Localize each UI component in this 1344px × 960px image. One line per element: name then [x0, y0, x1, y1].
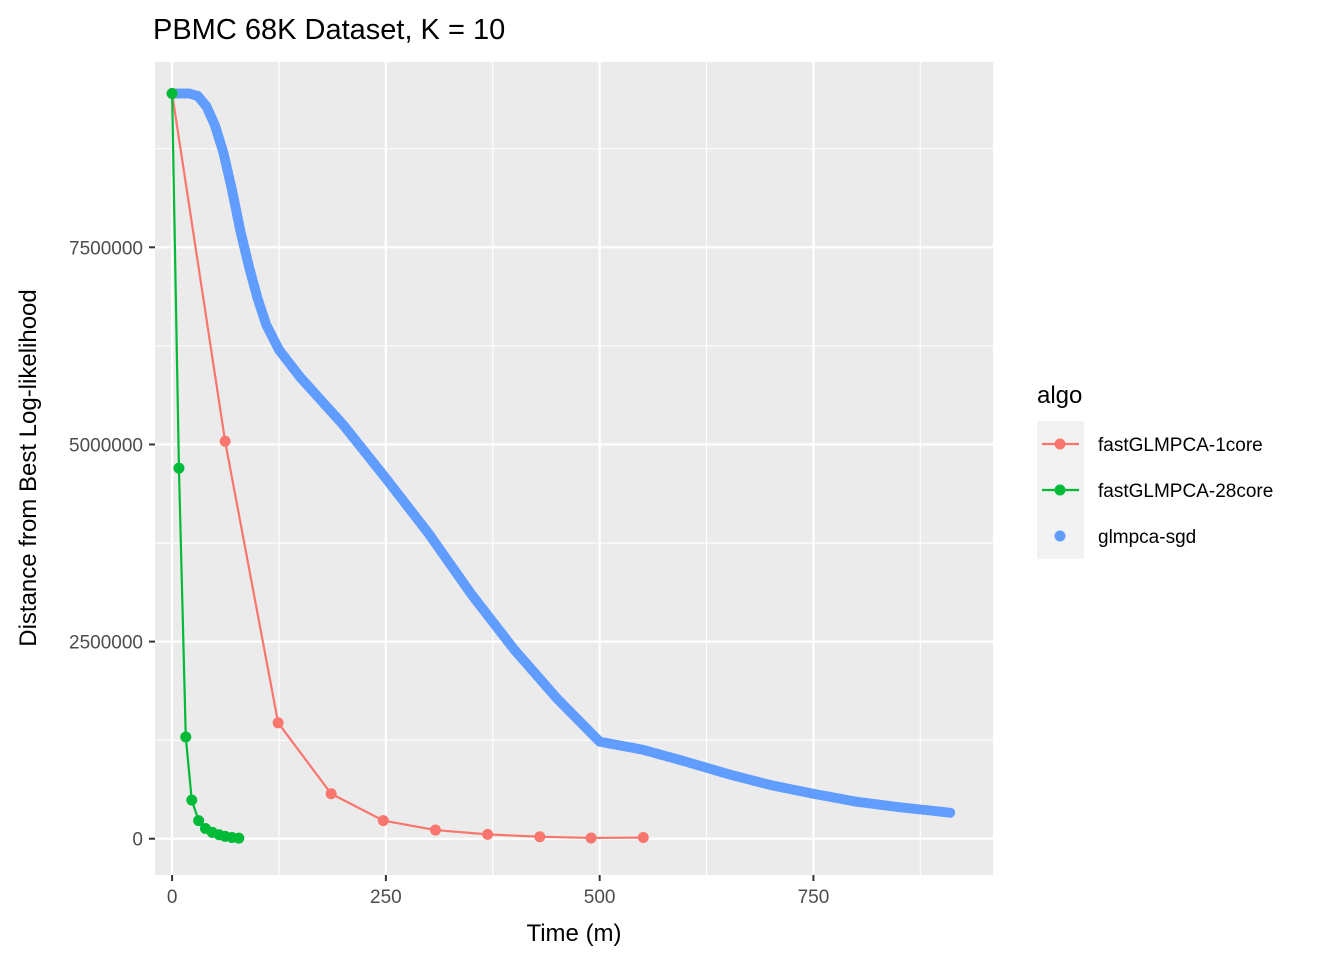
glmpca-sgd-point-528	[945, 807, 956, 818]
legend-key-point-0	[1054, 438, 1066, 450]
fastGLMPCA-28core-point-2	[180, 731, 192, 743]
fastGLMPCA-28core-point-3	[186, 794, 198, 806]
x-tick-label-0: 0	[167, 887, 178, 908]
legend: algo fastGLMPCA-1core fastGLMPCA-28core gl…	[1037, 382, 1273, 559]
fastGLMPCA-28core-point-4	[193, 815, 205, 827]
y-axis-title: Distance from Best Log-likelihood	[15, 289, 42, 647]
y-tick-label-2: 5000000	[69, 435, 143, 456]
legend-item-fastGLMPCA-28core: fastGLMPCA-28core	[1042, 481, 1273, 502]
y-tick-label-0: 0	[132, 830, 143, 851]
y-tick-label-3: 7500000	[69, 238, 143, 259]
legend-label-1: fastGLMPCA-28core	[1098, 481, 1273, 502]
fastGLMPCA-28core-point-10	[233, 832, 245, 844]
x-tick-label-3: 750	[798, 887, 830, 908]
fastGLMPCA-1core-point-1	[219, 435, 231, 447]
fastGLMPCA-28core-point-1	[173, 462, 185, 474]
fastGLMPCA-1core-point-7	[534, 831, 546, 843]
series-glmpca-sgd	[167, 88, 956, 818]
x-axis-title: Time (m)	[526, 920, 621, 947]
grid-lines	[155, 62, 993, 875]
series-fastGLMPCA-1core	[166, 88, 649, 844]
series-layer	[166, 88, 956, 844]
fastGLMPCA-1core-point-9	[637, 832, 649, 844]
fastGLMPCA-1core-line	[171, 93, 644, 840]
legend-key-point-2	[1054, 530, 1066, 542]
axis-ticks: 0 250 500 750 0 2500000 5000000 7500000	[69, 238, 829, 908]
legend-label-2: glmpca-sgd	[1098, 527, 1196, 548]
fastGLMPCA-1core-point-4	[377, 815, 389, 827]
legend-item-glmpca-sgd: glmpca-sgd	[1054, 527, 1196, 548]
series-fastGLMPCA-28core	[166, 88, 245, 844]
fastGLMPCA-1core-point-6	[482, 828, 494, 840]
x-tick-label-1: 250	[370, 887, 402, 908]
legend-item-fastGLMPCA-1core: fastGLMPCA-1core	[1042, 435, 1263, 456]
fastGLMPCA-1core-point-2	[272, 717, 284, 729]
x-tick-label-2: 500	[584, 887, 616, 908]
fastGLMPCA-1core-point-8	[585, 832, 597, 844]
y-tick-label-1: 2500000	[69, 633, 143, 654]
legend-label-0: fastGLMPCA-1core	[1098, 435, 1263, 456]
legend-key-point-1	[1054, 484, 1066, 496]
legend-title: algo	[1037, 382, 1082, 409]
fastGLMPCA-1core-point-5	[429, 824, 441, 836]
legend-items: fastGLMPCA-1core fastGLMPCA-28core glmpca-…	[1037, 421, 1273, 559]
plot-panel	[155, 62, 993, 875]
chart-title: PBMC 68K Dataset, K = 10	[153, 14, 505, 46]
fastGLMPCA-28core-point-0	[166, 88, 178, 100]
fastGLMPCA-1core-point-3	[325, 788, 337, 800]
